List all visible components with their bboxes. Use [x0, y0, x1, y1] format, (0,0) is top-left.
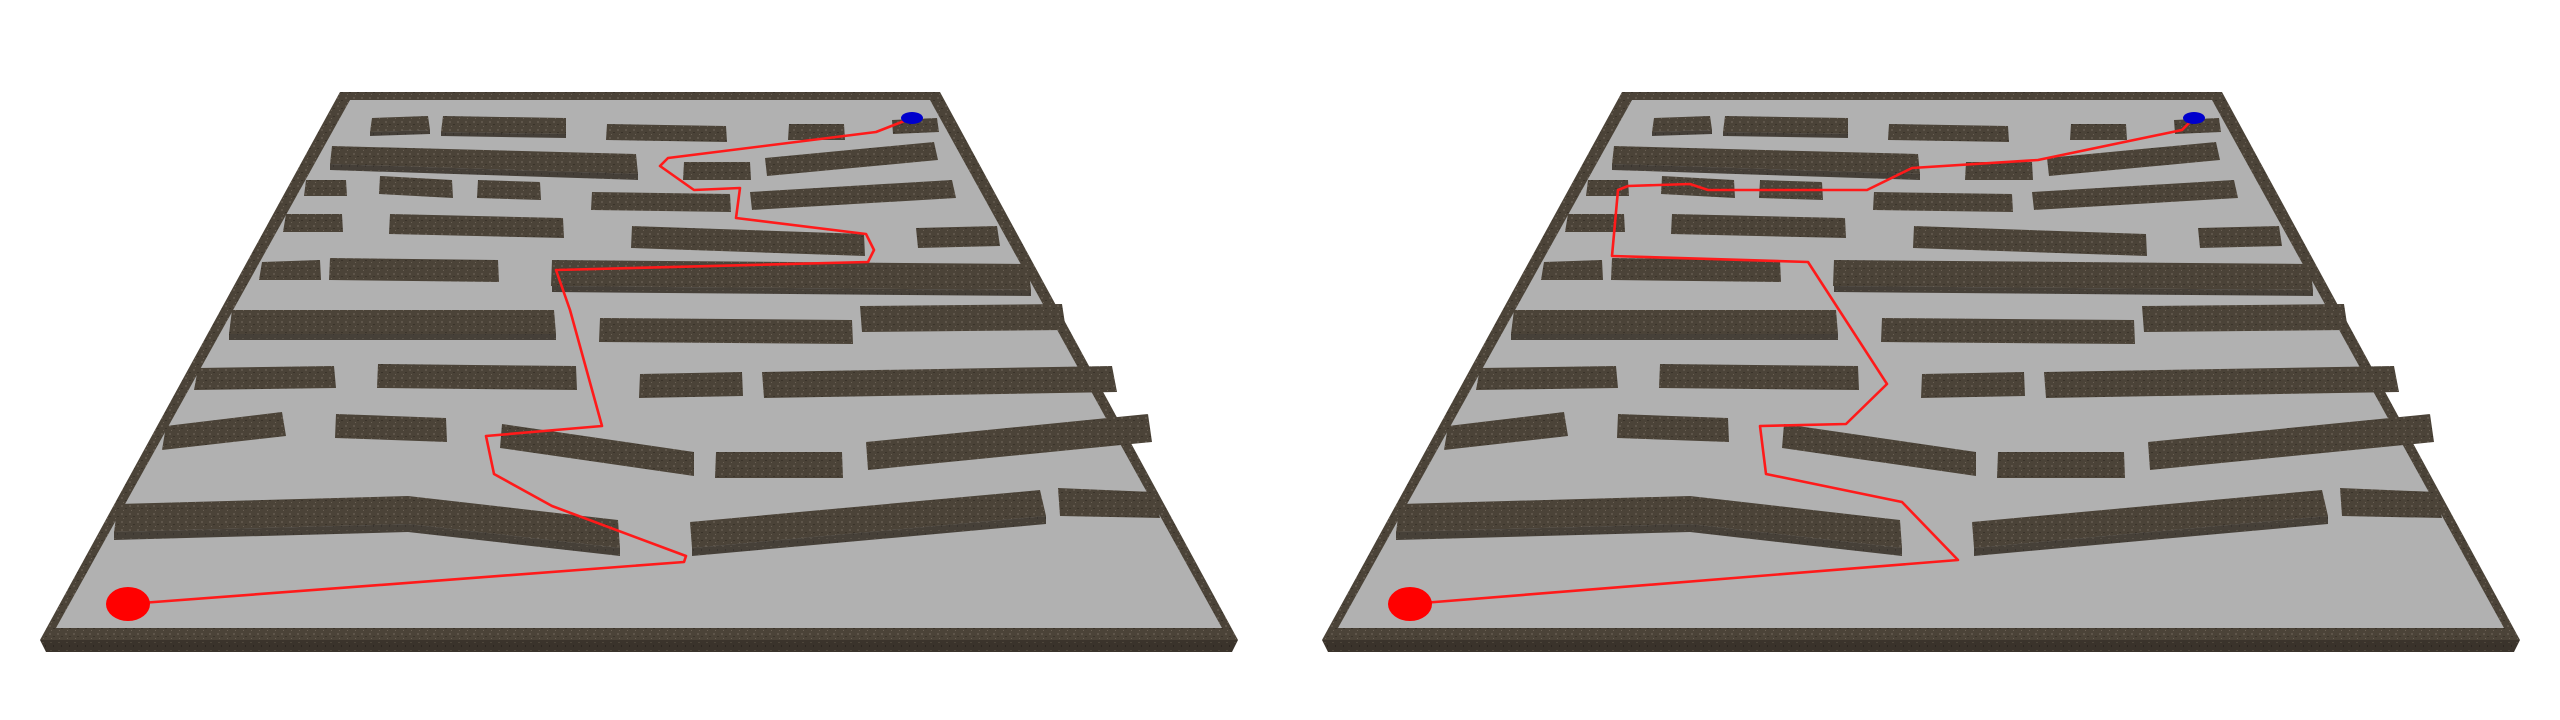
maze-panel-left	[40, 92, 1238, 652]
solution-path	[126, 116, 914, 606]
maze-border-front	[1322, 640, 2520, 652]
maze-border-front	[40, 640, 1238, 652]
maze-walls	[114, 116, 1160, 548]
goal-marker	[2183, 112, 2205, 124]
maze-floor	[56, 100, 1222, 628]
start-marker	[1388, 587, 1432, 621]
maze-panel-right	[1322, 92, 2520, 652]
maze-wall-fronts	[114, 130, 1046, 556]
goal-marker	[901, 112, 923, 124]
maze-wall-fronts	[1396, 130, 2328, 556]
maze-walls	[1396, 116, 2442, 548]
maze-floor	[1338, 100, 2504, 628]
start-marker	[106, 587, 150, 621]
solution-path	[1408, 116, 2196, 606]
